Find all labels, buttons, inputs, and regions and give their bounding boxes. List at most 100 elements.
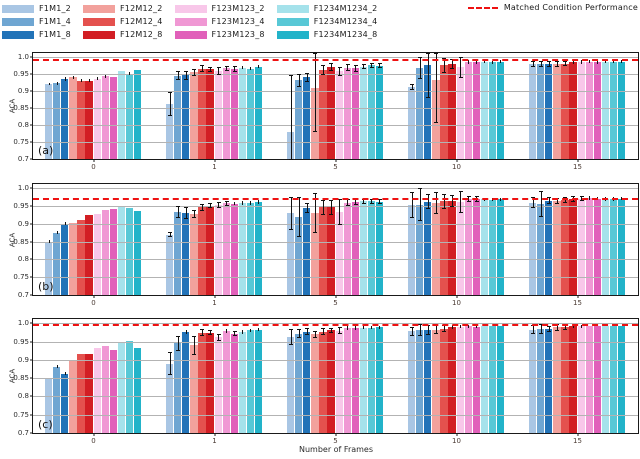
error-bar [258,328,260,332]
error-bar-cap [216,201,221,203]
error-bar-cap [531,332,536,334]
error-bar [64,77,66,81]
legend-label: F1M1_8 [39,30,71,39]
dashed-line-swatch [467,6,498,9]
legend-item-F123M123_4: F123M123_4 [174,15,265,28]
error-bar-cap [321,328,326,330]
legend-item-F123M123_8: F123M123_8 [174,28,265,41]
error-bar-cap [313,330,318,332]
y-tick-mark [30,395,33,397]
error-bar-cap [176,350,181,352]
bar-F123M123_4-x10 [464,326,472,433]
error-bar [298,197,300,237]
bar-F1234M1234_4-x10 [488,199,497,295]
error-bar-cap [200,329,205,331]
bar-F1234M1234_4-x0 [125,340,134,433]
x-tick-label: 5 [333,299,338,307]
bar-F123M123_8-x10 [472,198,480,295]
error-bar-cap [345,204,350,206]
error-bar-cap [410,192,415,194]
y-tick-mark [30,223,33,225]
error-bar-cap [474,200,479,202]
bar-F12M12_8-x0 [85,353,93,433]
error-bar-cap [377,67,382,69]
y-tick-label: 0.8 [17,255,29,264]
bar-F12M12_8-x10 [448,63,456,159]
bar-F1M1_8-x5 [303,77,311,159]
bar-F1234M1234_2-x15 [601,198,609,295]
legend: F1M1_2 F1M1_4 F1M1_8 F12M12_2 F12M12_4 F12M12… [0,0,640,44]
error-bar-cap [337,224,342,226]
error-bar [556,198,558,204]
legend-label: F1234M1234_8 [313,30,378,39]
error-bar-cap [224,65,229,67]
gridline [33,91,638,93]
error-bar-cap [369,62,374,64]
y-tick-label: 0.7 [17,155,29,163]
bar-F123M123_8-x5 [351,68,359,159]
error-bar [290,75,292,159]
bar-F1234M1234_2-x15 [601,61,609,159]
error-bar-cap [442,71,447,73]
bar-F123M123_2-x0 [93,348,101,433]
error-bar-cap [434,52,439,54]
bar-F123M123_8-x10 [472,326,480,433]
bar-F123M123_2-x5 [335,330,343,433]
bar-F1M1_2-x10 [408,205,416,295]
error-bar [363,64,365,69]
error-bar-cap [216,66,221,68]
bar-F1234M1234_8-x15 [617,61,626,159]
error-bar-cap [531,60,536,62]
error-bar [314,331,316,338]
error-bar-cap [297,73,302,75]
error-bar-cap [426,208,431,210]
y-tick-label: 0.8 [17,121,29,130]
bar-F1234M1234_4-x15 [609,198,618,295]
error-bar [363,326,365,330]
bar-F123M123_8-x5 [351,201,359,295]
bar-F1M1_8-x0 [61,373,69,433]
bar-F12M12_4-x10 [440,65,448,159]
bar-F12M12_4-x0 [77,219,85,295]
error-bar [250,328,252,332]
x-tick-mark [456,433,457,436]
error-bar [88,79,90,82]
bar-F123M123_4-x0 [101,209,109,295]
error-bar-cap [208,334,213,336]
error-bar-cap [289,329,294,331]
error-bar-cap [410,84,415,86]
error-bar-cap [579,195,584,197]
error-bar [581,60,583,64]
x-tick-mark [335,159,336,162]
error-bar [339,199,341,225]
bar-F1M1_8-x1 [182,213,190,295]
x-tick-mark [93,295,94,298]
error-bar-cap [450,58,455,60]
legend-swatch [2,17,34,26]
y-tick-mark [30,141,33,143]
bar-F123M123_4-x5 [343,327,351,433]
bar-F1234M1234_2-x10 [480,326,488,433]
x-tick-label: 5 [333,163,338,171]
error-bar [443,325,445,332]
plot-area: ACA 0.7 0.75 0.8 0.85 0.9 0.95 1.0 0 1 5 10 15 (b) [8,183,639,307]
error-bar [314,53,316,132]
y-tick-label: 0.85 [13,104,29,113]
error-bar [250,66,252,71]
error-bar-cap [224,200,229,202]
error-bar [322,200,324,215]
error-bar-cap [563,65,568,67]
y-tick-mark [30,432,33,434]
error-bar [347,199,349,206]
bar-F123M123_2-x15 [577,62,585,159]
error-bar [209,330,211,335]
error-bar [597,60,599,64]
error-bar [258,64,260,69]
error-bar [226,201,228,206]
error-bar-cap [547,60,552,62]
error-bar-cap [418,57,423,59]
error-bar-cap [539,191,544,193]
error-bar [484,60,486,64]
error-bar-cap [297,196,302,198]
error-bar [411,84,413,89]
